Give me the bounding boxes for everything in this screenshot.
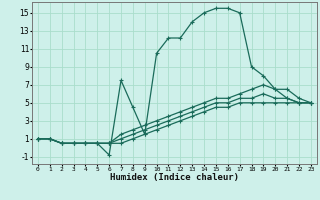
X-axis label: Humidex (Indice chaleur): Humidex (Indice chaleur) <box>110 173 239 182</box>
